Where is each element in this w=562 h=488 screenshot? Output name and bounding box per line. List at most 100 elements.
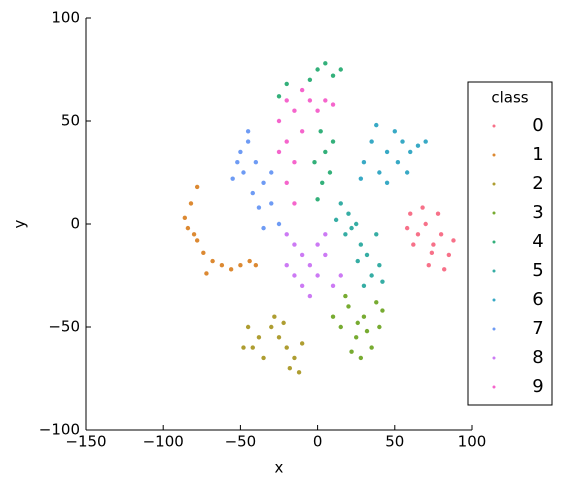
point	[431, 242, 436, 247]
point	[315, 67, 320, 72]
point	[338, 273, 343, 278]
point	[241, 170, 246, 175]
point	[315, 242, 320, 247]
point	[241, 345, 246, 350]
point	[333, 217, 339, 223]
point	[423, 221, 428, 227]
point	[380, 279, 385, 284]
point	[284, 263, 289, 268]
point	[287, 366, 293, 371]
point	[438, 232, 444, 237]
point	[411, 242, 416, 247]
y-tick-label: 100	[51, 9, 80, 27]
legend-marker	[492, 298, 496, 302]
point	[307, 263, 313, 268]
point	[369, 139, 374, 144]
point	[194, 238, 200, 243]
point	[292, 273, 297, 278]
legend-marker	[492, 269, 496, 273]
x-tick-label: −100	[143, 433, 184, 451]
point	[284, 180, 289, 185]
point	[320, 180, 325, 185]
point	[201, 250, 206, 256]
point	[299, 129, 305, 134]
point	[374, 232, 379, 237]
legend-label: 4	[532, 231, 543, 252]
point	[245, 324, 251, 330]
point	[269, 324, 274, 330]
y-tick-label: 50	[61, 112, 80, 130]
point	[358, 242, 364, 247]
legend-marker	[492, 240, 496, 244]
x-tick-label: 0	[313, 433, 323, 451]
point	[276, 149, 282, 155]
point	[343, 232, 348, 237]
point	[238, 149, 243, 155]
point	[272, 314, 277, 319]
point	[284, 345, 289, 350]
point	[330, 314, 336, 319]
x-tick-label: −150	[65, 433, 106, 451]
legend-marker	[492, 182, 496, 186]
point	[284, 98, 289, 103]
point	[369, 345, 374, 350]
legend-marker	[492, 211, 496, 215]
point	[253, 160, 259, 165]
point	[292, 201, 297, 206]
point	[400, 139, 405, 144]
point	[312, 160, 317, 165]
legend-marker	[492, 124, 496, 128]
point	[374, 122, 379, 128]
point	[327, 170, 333, 175]
point	[361, 283, 367, 288]
point	[355, 258, 360, 264]
point	[281, 320, 286, 326]
legend-marker	[492, 327, 496, 331]
point	[355, 320, 360, 326]
point	[245, 139, 251, 144]
point	[404, 225, 410, 231]
point	[415, 143, 421, 148]
point	[361, 160, 367, 165]
point	[323, 252, 328, 258]
point	[349, 225, 354, 231]
point	[235, 160, 240, 165]
point	[296, 370, 302, 375]
x-tick-label: 50	[385, 433, 404, 451]
point	[307, 98, 313, 103]
point	[423, 139, 428, 144]
point	[299, 252, 305, 258]
point	[404, 170, 410, 175]
point	[253, 263, 259, 268]
point	[392, 129, 397, 134]
point	[318, 129, 323, 134]
point	[338, 324, 343, 330]
point	[349, 349, 354, 354]
legend-label: 8	[532, 347, 543, 368]
point	[245, 129, 251, 134]
point	[338, 67, 343, 72]
point	[338, 201, 343, 206]
legend-label: 6	[532, 289, 543, 310]
point	[299, 87, 305, 93]
point	[435, 211, 441, 216]
point	[230, 176, 235, 181]
y-tick-label: 0	[70, 215, 80, 233]
point	[219, 263, 225, 268]
point	[343, 293, 348, 299]
point	[420, 205, 425, 210]
point	[315, 197, 320, 202]
point	[451, 238, 456, 243]
point	[269, 201, 274, 206]
point	[377, 263, 382, 268]
point	[315, 273, 320, 278]
point	[292, 355, 297, 361]
legend-label: 1	[532, 144, 543, 165]
point	[377, 324, 382, 330]
point	[323, 149, 328, 155]
point	[315, 108, 320, 113]
point	[284, 139, 289, 144]
point	[188, 201, 194, 206]
point	[446, 252, 452, 258]
